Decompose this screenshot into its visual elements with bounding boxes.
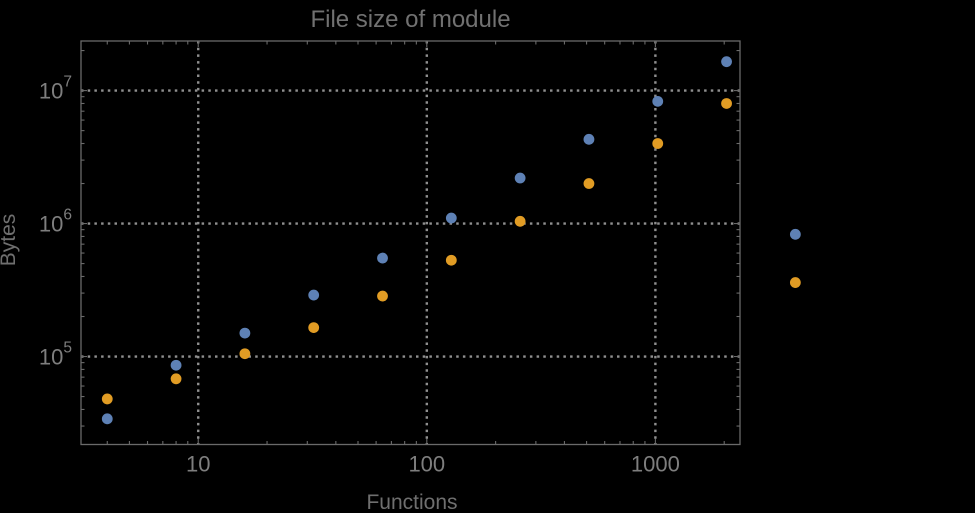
x-tick-label: 1000: [631, 452, 680, 477]
data-point-series-2-orange: [721, 98, 732, 109]
data-point-series-1-blue: [239, 327, 251, 339]
data-point-series-1-blue: [721, 56, 732, 68]
x-axis-label: Functions: [366, 491, 457, 513]
data-point-series-2-orange: [652, 138, 664, 149]
data-point-series-2-orange: [170, 373, 182, 385]
series-2-orange-points: [101, 98, 801, 405]
data-point-series-1-blue: [652, 95, 664, 107]
data-point-series-2-orange: [239, 348, 251, 360]
data-point-series-1-blue: [170, 359, 182, 371]
plot-frame: [80, 40, 741, 446]
data-point-series-2-orange: [789, 277, 801, 288]
y-tick-label: 107: [39, 74, 72, 104]
y-tick-label: 106: [39, 207, 72, 237]
data-point-series-1-blue: [789, 228, 801, 240]
y-tick-label: 105: [39, 340, 72, 370]
data-point-series-1-blue: [101, 413, 113, 425]
tick-marks: [81, 41, 740, 445]
series-1-blue-points: [101, 56, 801, 425]
data-point-series-2-orange: [377, 290, 388, 302]
data-point-series-2-orange: [308, 322, 320, 334]
y-tick-labels: 105 106 107: [39, 74, 72, 370]
gridlines: [81, 41, 740, 445]
data-point-series-1-blue: [377, 252, 388, 264]
data-point-series-1-blue: [514, 172, 526, 184]
y-axis-label: Bytes: [0, 214, 20, 267]
chart-title: File size of module: [310, 6, 510, 33]
x-tick-label: 10: [186, 452, 210, 477]
data-point-series-2-orange: [101, 393, 113, 405]
x-tick-labels: 10 100 1000: [186, 452, 680, 477]
data-point-series-1-blue: [445, 212, 457, 224]
data-point-series-1-blue: [308, 289, 320, 301]
data-point-series-2-orange: [514, 215, 526, 227]
data-point-series-1-blue: [583, 133, 595, 145]
data-point-series-2-orange: [445, 254, 457, 266]
x-tick-label: 100: [408, 452, 445, 477]
data-point-series-2-orange: [583, 178, 595, 189]
